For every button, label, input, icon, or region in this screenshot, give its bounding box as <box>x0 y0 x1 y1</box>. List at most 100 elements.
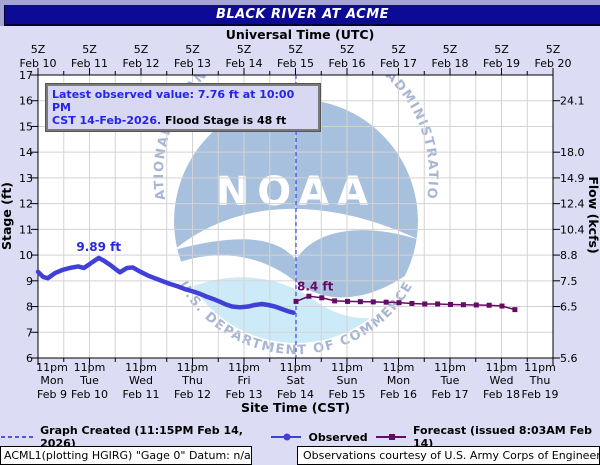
bottom-axis-date-label: Feb 10 <box>71 388 108 401</box>
top-axis-hour-label: 5Z <box>546 43 561 56</box>
legend-observed-marker-icon <box>271 433 302 441</box>
bottom-axis-day-label: Sat <box>286 374 305 387</box>
forecast-marker <box>448 301 454 307</box>
flow-axis-tick-label: 8.8 <box>560 249 578 262</box>
stage-axis-tick-label: 16 <box>19 95 33 108</box>
forecast-marker <box>422 301 428 307</box>
flood-stage-text: Flood Stage is 48 ft <box>161 114 287 127</box>
top-axis-date-label: Feb 19 <box>483 57 520 70</box>
bottom-axis-date-label: Feb 13 <box>226 388 263 401</box>
forecast-marker <box>486 302 492 308</box>
stage-axis-tick-label: 9 <box>26 275 33 288</box>
top-axis-hour-label: 5Z <box>494 43 509 56</box>
bottom-axis-date-label: Feb 17 <box>432 388 469 401</box>
forecast-marker <box>293 298 299 304</box>
bottom-axis-day-label: Wed <box>490 374 514 387</box>
top-axis-date-label: Feb 12 <box>123 57 160 70</box>
flow-axis-tick-label: 7.5 <box>560 275 578 288</box>
latest-observed-value-text: Latest observed value: 7.76 ft at 10:00 … <box>52 88 295 114</box>
noaa-center-text: NOAA <box>216 169 376 215</box>
noaa-gull-icon <box>174 208 418 260</box>
stage-axis-title: Stage (ft) <box>0 182 14 250</box>
top-axis-hour-label: 5Z <box>237 43 252 56</box>
top-axis-date-label: Feb 17 <box>380 57 417 70</box>
bottom-axis-time-label: 11pm <box>125 361 157 374</box>
stage-axis-tick-label: 12 <box>19 198 33 211</box>
top-axis-date-label: Feb 11 <box>71 57 108 70</box>
legend: Graph Created (11:15PM Feb 14, 2026) Obs… <box>0 424 600 450</box>
legend-observed-label: Observed <box>308 430 368 444</box>
flow-axis-tick-label: 12.4 <box>560 198 585 211</box>
forecast-marker <box>460 302 466 308</box>
latest-observed-info-box: Latest observed value: 7.76 ft at 10:00 … <box>45 83 321 132</box>
forecast-marker <box>306 293 312 299</box>
page-title: BLACK RIVER AT ACME <box>215 7 390 22</box>
bottom-axis-date-label: Feb 18 <box>483 388 520 401</box>
forecast-marker <box>499 303 505 309</box>
bottom-axis-day-label: Wed <box>129 374 153 387</box>
stage-axis-tick-label: 8 <box>26 301 33 314</box>
forecast-marker <box>435 301 441 307</box>
top-axis-date-label: Feb 18 <box>432 57 469 70</box>
observed-line <box>35 255 296 315</box>
bottom-axis-day-label: Tue <box>79 374 99 387</box>
title-bar: BLACK RIVER AT ACME <box>4 5 600 26</box>
top-axis-title: Universal Time (UTC) <box>225 27 375 42</box>
bottom-axis-date-label: Feb 16 <box>380 388 417 401</box>
top-axis-date-label: Feb 13 <box>174 57 211 70</box>
station-id-box: ACML1(plotting HGIRG) "Gage 0" Datum: n/… <box>0 446 252 465</box>
top-axis-date-label: Feb 10 <box>20 57 57 70</box>
legend-forecast-marker-icon <box>375 434 406 440</box>
stage-axis-tick-label: 6 <box>26 352 33 365</box>
stage-axis-tick-label: 10 <box>19 249 33 262</box>
bottom-axis-day-label: Tue <box>440 374 460 387</box>
top-axis-hour-label: 5Z <box>288 43 303 56</box>
flow-axis-title: Flow (kcfs) <box>586 176 600 253</box>
stage-axis-tick-label: 11 <box>19 223 33 236</box>
forecast-marker <box>345 298 351 304</box>
top-axis-hour-label: 5Z <box>82 43 97 56</box>
top-axis-hour-label: 5Z <box>340 43 355 56</box>
bottom-axis-day-label: Mon <box>40 374 63 387</box>
flow-axis-tick-label: 10.4 <box>560 223 585 236</box>
top-axis-hour-label: 5Z <box>185 43 200 56</box>
legend-created-line-icon <box>1 436 34 438</box>
bottom-axis-time-label: 11pm <box>280 361 312 374</box>
bottom-axis-date-label: Feb 9 <box>37 388 67 401</box>
bottom-axis-day-label: Thu <box>181 374 203 387</box>
forecast-marker <box>409 300 415 306</box>
top-axis-date-label: Feb 20 <box>535 57 572 70</box>
top-axis-date-label: Feb 16 <box>329 57 366 70</box>
flow-axis-tick-label: 6.5 <box>560 301 578 314</box>
stage-axis-tick-label: 7 <box>26 326 33 339</box>
bottom-axis-day-label: Thu <box>529 374 551 387</box>
bottom-axis-time-label: 11pm <box>177 361 209 374</box>
bottom-axis-date-label: Feb 12 <box>174 388 211 401</box>
header-strip: BLACK RIVER AT ACME <box>0 0 600 26</box>
bottom-axis-time-label: 11pm <box>524 361 556 374</box>
forecast-marker <box>332 298 338 304</box>
stage-axis-tick-label: 15 <box>19 120 33 133</box>
forecast-marker <box>396 300 402 306</box>
stage-axis-tick-label: 13 <box>19 172 33 185</box>
forecast-marker <box>383 299 389 305</box>
forecast-marker <box>512 307 518 313</box>
bottom-axis-date-label: Feb 11 <box>123 388 160 401</box>
bottom-axis-title: Site Time (CST) <box>241 400 350 415</box>
credit-box: Observations courtesy of U.S. Army Corps… <box>297 446 600 465</box>
bottom-axis-time-label: 11pm <box>36 361 68 374</box>
bottom-axis-time-label: 11pm <box>434 361 466 374</box>
bottom-axis-date-label: Feb 14 <box>277 388 314 401</box>
flow-axis-tick-label: 14.9 <box>560 172 585 185</box>
forecast-marker <box>473 302 479 308</box>
forecast-marker <box>357 299 363 305</box>
top-axis-hour-label: 5Z <box>134 43 149 56</box>
top-axis-hour-label: 5Z <box>443 43 458 56</box>
bottom-axis-day-label: Sun <box>337 374 358 387</box>
footer: ACML1(plotting HGIRG) "Gage 0" Datum: n/… <box>0 446 600 465</box>
bottom-axis-time-label: 11pm <box>383 361 415 374</box>
top-axis-hour-label: 5Z <box>391 43 406 56</box>
top-axis-date-label: Feb 14 <box>226 57 263 70</box>
bottom-axis-date-label: Feb 19 <box>522 388 559 401</box>
flow-axis-tick-label: 24.1 <box>560 95 585 108</box>
